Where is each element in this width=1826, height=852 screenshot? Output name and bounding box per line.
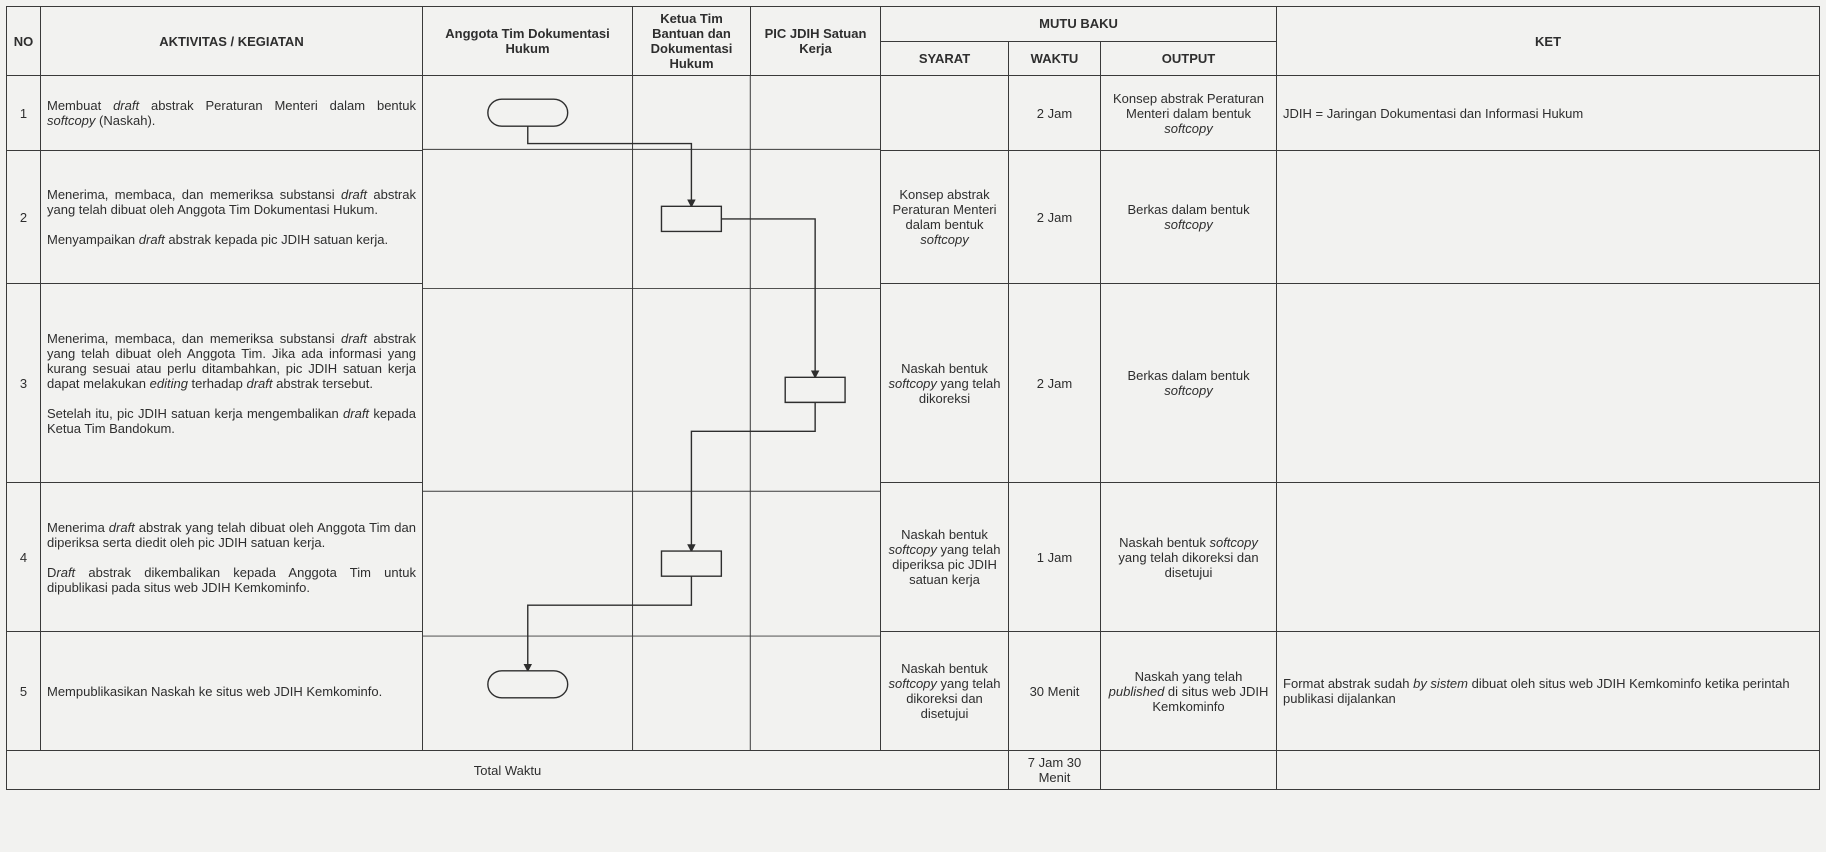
table-row: 4 Menerima draft abstrak yang telah dibu… (7, 483, 1820, 632)
cell-ket: JDIH = Jaringan Dokumentasi dan Informas… (1277, 76, 1820, 151)
cell-output: Naskah yang telah published di situs web… (1101, 632, 1277, 751)
cell-ket (1277, 151, 1820, 284)
cell-ket: Format abstrak sudah by sistem dibuat ol… (1277, 632, 1820, 751)
cell-aktivitas: Menerima, membaca, dan memeriksa substan… (41, 284, 423, 483)
cell-aktivitas: Menerima draft abstrak yang telah dibuat… (41, 483, 423, 632)
cell-waktu: 30 Menit (1009, 632, 1101, 751)
cell-syarat: Naskah bentuk softcopy yang telah diperi… (881, 483, 1009, 632)
table-row: 2 Menerima, membaca, dan memeriksa subst… (7, 151, 1820, 284)
cell-waktu: 1 Jam (1009, 483, 1101, 632)
sop-table: NO AKTIVITAS / KEGIATAN Anggota Tim Doku… (6, 6, 1820, 790)
cell-syarat: Naskah bentuk softcopy yang telah dikore… (881, 632, 1009, 751)
col-waktu: WAKTU (1009, 41, 1101, 76)
cell-output: Berkas dalam bentuk softcopy (1101, 151, 1277, 284)
table-row: 1 Membuat draft abstrak Peraturan Menter… (7, 76, 1820, 151)
total-label: Total Waktu (7, 751, 1009, 790)
col-mutu: MUTU BAKU (881, 7, 1277, 42)
table-footer: Total Waktu 7 Jam 30 Menit (7, 751, 1820, 790)
footer-blank-output (1101, 751, 1277, 790)
table-row: 5 Mempublikasikan Naskah ke situs web JD… (7, 632, 1820, 751)
col-no: NO (7, 7, 41, 76)
cell-output: Naskah bentuk softcopy yang telah dikore… (1101, 483, 1277, 632)
col-anggota: Anggota Tim Dokumentasi Hukum (423, 7, 633, 76)
flowchart-canvas (423, 76, 881, 751)
cell-no: 3 (7, 284, 41, 483)
cell-output: Berkas dalam bentuk softcopy (1101, 284, 1277, 483)
table-row: 3 Menerima, membaca, dan memeriksa subst… (7, 284, 1820, 483)
footer-blank-ket (1277, 751, 1820, 790)
cell-syarat: Konsep abstrak Peraturan Menteri dalam b… (881, 151, 1009, 284)
col-ketua: Ketua Tim Bantuan dan Dokumentasi Hukum (633, 7, 751, 76)
col-aktivitas: AKTIVITAS / KEGIATAN (41, 7, 423, 76)
cell-no: 1 (7, 76, 41, 151)
flowchart-svg (423, 76, 880, 750)
cell-no: 4 (7, 483, 41, 632)
col-output: OUTPUT (1101, 41, 1277, 76)
col-ket: KET (1277, 7, 1820, 76)
col-pic: PIC JDIH Satuan Kerja (751, 7, 881, 76)
cell-aktivitas: Membuat draft abstrak Peraturan Menteri … (41, 76, 423, 151)
cell-waktu: 2 Jam (1009, 76, 1101, 151)
cell-ket (1277, 284, 1820, 483)
cell-syarat (881, 76, 1009, 151)
cell-aktivitas: Menerima, membaca, dan memeriksa substan… (41, 151, 423, 284)
cell-no: 5 (7, 632, 41, 751)
cell-waktu: 2 Jam (1009, 151, 1101, 284)
cell-ket (1277, 483, 1820, 632)
cell-aktivitas: Mempublikasikan Naskah ke situs web JDIH… (41, 632, 423, 751)
cell-no: 2 (7, 151, 41, 284)
cell-output: Konsep abstrak Peraturan Menteri dalam b… (1101, 76, 1277, 151)
cell-syarat: Naskah bentuk softcopy yang telah dikore… (881, 284, 1009, 483)
col-syarat: SYARAT (881, 41, 1009, 76)
total-value: 7 Jam 30 Menit (1009, 751, 1101, 790)
cell-waktu: 2 Jam (1009, 284, 1101, 483)
